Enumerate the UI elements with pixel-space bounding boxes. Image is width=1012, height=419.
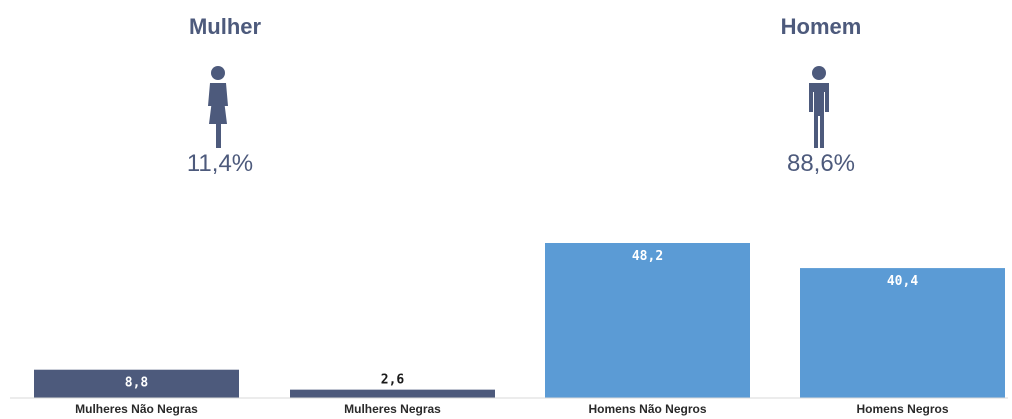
- bar-1: [34, 369, 239, 398]
- female-person-icon: [208, 66, 228, 148]
- category-label: Mulheres Negras: [344, 402, 441, 416]
- bar-4: [800, 268, 1005, 398]
- bar-2: [290, 389, 495, 398]
- men-percent: 88,6%: [786, 150, 856, 177]
- bar-value-label: 2,6: [381, 373, 405, 388]
- women-percent: 11,4%: [186, 150, 254, 177]
- men-title: Homem: [780, 14, 862, 39]
- category-label: Homens Negros: [856, 402, 948, 416]
- category-label: Homens Não Negros: [588, 402, 706, 416]
- male-person-icon: [809, 66, 829, 148]
- women-title: Mulher: [188, 14, 262, 39]
- bar-3: [545, 243, 750, 398]
- bar-value-label: 40,4: [887, 274, 918, 289]
- category-label: Mulheres Não Negras: [75, 402, 198, 416]
- bar-value-label: 8,8: [125, 376, 149, 391]
- bar-value-label: 48,2: [632, 249, 663, 264]
